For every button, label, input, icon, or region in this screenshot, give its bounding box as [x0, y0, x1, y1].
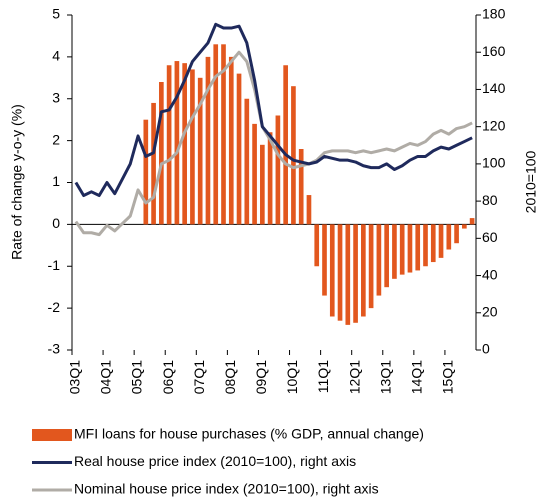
bar — [159, 82, 164, 225]
bar — [166, 65, 172, 225]
bar — [384, 224, 389, 288]
y-tick-label: 5 — [52, 6, 60, 22]
y-tick-label: -1 — [48, 257, 61, 273]
y2-tick-label: 100 — [482, 155, 506, 171]
bar — [252, 123, 257, 225]
bar — [306, 195, 312, 225]
y-tick-label: 3 — [52, 89, 60, 105]
y-tick-label: 4 — [52, 48, 60, 64]
bar — [345, 224, 351, 325]
x-tick-label: 04Q1 — [98, 360, 114, 394]
y2-tick-label: 40 — [482, 266, 498, 282]
bar — [430, 224, 436, 263]
y2-tick-label: 160 — [482, 43, 506, 59]
x-tick-label: 09Q1 — [253, 360, 269, 394]
x-tick-label: 15Q1 — [440, 360, 456, 394]
bar — [314, 224, 320, 267]
legend-label: Nominal house price index (2010=100), ri… — [74, 481, 379, 497]
y2-tick-label: 0 — [482, 341, 490, 357]
y-tick-label: 0 — [52, 215, 60, 231]
x-tick-label: 05Q1 — [129, 360, 145, 394]
bar — [182, 63, 187, 225]
bar — [376, 224, 382, 296]
legend-label: MFI loans for house purchases (% GDP, an… — [74, 426, 424, 442]
x-tick-label: 06Q1 — [160, 360, 176, 394]
y-tick-label: 2 — [52, 131, 60, 147]
y2-tick-label: 20 — [482, 303, 498, 319]
bar — [368, 224, 374, 309]
y-tick-label: -2 — [48, 299, 61, 315]
legend-label: Real house price index (2010=100), right… — [74, 453, 356, 469]
line — [74, 50, 473, 237]
bar — [337, 224, 343, 321]
bar — [454, 224, 459, 244]
bar — [361, 224, 366, 317]
y2-tick-label: 180 — [482, 6, 506, 22]
bar — [291, 86, 296, 225]
y2-tick-label: 80 — [482, 192, 498, 208]
x-tick-label: 14Q1 — [408, 360, 424, 394]
bar — [244, 98, 250, 225]
bar — [228, 56, 234, 225]
bar — [151, 102, 156, 225]
bar — [213, 44, 219, 225]
x-tick-label: 03Q1 — [67, 360, 83, 394]
bar — [462, 224, 467, 229]
line — [74, 22, 473, 198]
bar — [423, 224, 428, 267]
y2-tick-label: 60 — [482, 229, 498, 245]
x-tick-label: 07Q1 — [191, 360, 207, 394]
bar — [329, 224, 335, 317]
y2-tick-label: 120 — [482, 117, 506, 133]
bar — [283, 65, 288, 225]
bar — [322, 224, 327, 296]
y-tick-label: 1 — [52, 173, 60, 189]
bar — [469, 218, 475, 225]
x-tick-label: 13Q1 — [377, 360, 393, 394]
y2-axis-label: 2010=100 — [523, 150, 539, 213]
y-axis-label: Rate of change y-o-y (%) — [9, 104, 25, 260]
bar — [190, 69, 195, 225]
bar — [174, 61, 180, 225]
bar — [197, 77, 203, 225]
bar — [143, 119, 149, 225]
bar — [298, 149, 304, 225]
x-tick-label: 10Q1 — [284, 360, 300, 394]
bar — [415, 224, 421, 271]
bar — [438, 224, 444, 258]
bar — [399, 224, 405, 275]
legend-swatch — [32, 429, 72, 441]
bar — [267, 132, 273, 225]
bar — [236, 73, 242, 225]
bar — [353, 224, 358, 323]
y2-tick-label: 140 — [482, 80, 506, 96]
bar — [205, 56, 211, 225]
bar — [392, 224, 397, 279]
bar — [446, 224, 452, 250]
bar — [221, 44, 226, 225]
x-tick-label: 12Q1 — [346, 360, 362, 394]
y-tick-label: -3 — [48, 341, 61, 357]
bar — [407, 224, 413, 273]
x-tick-label: 08Q1 — [222, 360, 238, 394]
bar — [260, 144, 265, 225]
bar — [275, 115, 281, 225]
x-tick-label: 11Q1 — [315, 360, 331, 393]
